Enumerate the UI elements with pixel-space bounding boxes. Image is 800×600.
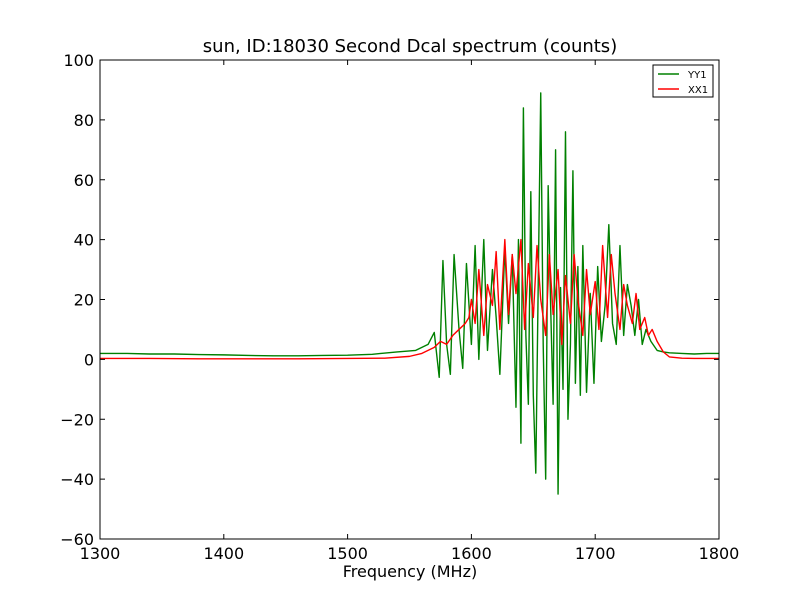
y-tick-label: 60 <box>74 171 94 190</box>
y-tick-label: 40 <box>74 231 94 250</box>
chart-title: sun, ID:18030 Second Dcal spectrum (coun… <box>203 36 617 57</box>
y-tick-label: 80 <box>74 111 94 130</box>
legend-label-yy1: YY1 <box>687 70 707 81</box>
x-tick-label: 1800 <box>699 544 740 563</box>
y-tick-label: 0 <box>84 350 94 369</box>
series-line-yy1 <box>100 92 719 495</box>
x-axis-label: Frequency (MHz) <box>343 562 477 581</box>
y-tick-label: 20 <box>74 291 94 310</box>
y-tick-label: −60 <box>60 530 94 549</box>
y-tick-label: 100 <box>63 51 94 70</box>
series-line-xx1 <box>100 238 719 360</box>
x-tick-label: 1600 <box>451 544 492 563</box>
legend-box <box>652 64 714 98</box>
y-tick-label: −20 <box>60 410 94 429</box>
plot-area: 1300 1400 1500 1600 1700 1800 −60 −40 −20 0 20 40 60… <box>60 51 739 563</box>
x-tick-label: 1500 <box>327 544 368 563</box>
y-tick-label: −40 <box>60 470 94 489</box>
x-tick-label: 1700 <box>575 544 616 563</box>
legend-label-xx1: XX1 <box>688 85 708 96</box>
x-tick-label: 1300 <box>80 544 121 563</box>
x-tick-label: 1400 <box>203 544 244 563</box>
